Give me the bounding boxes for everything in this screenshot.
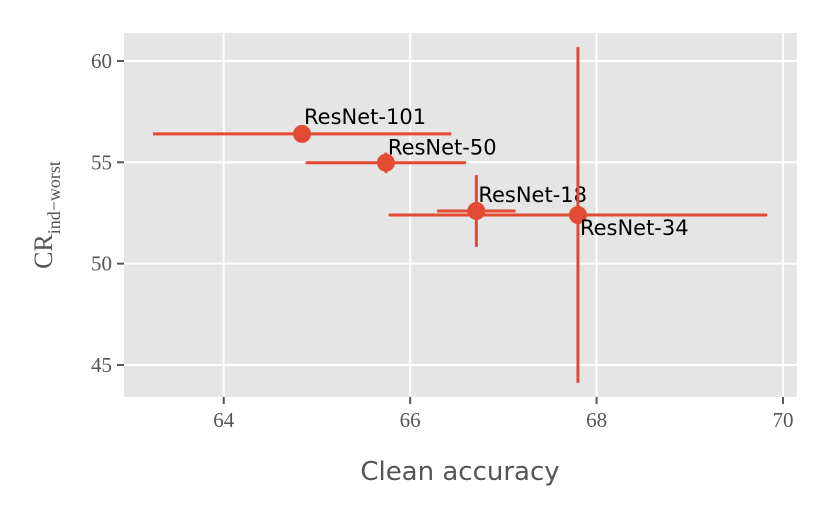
- y-tick-label: 50: [91, 252, 112, 276]
- y-label-main: CR: [29, 234, 58, 269]
- point-label: ResNet-50: [388, 136, 497, 160]
- x-tick-label: 64: [213, 408, 235, 432]
- y-tick-label: 45: [91, 353, 112, 377]
- y-tick-label: 55: [91, 150, 112, 174]
- point: [568, 206, 587, 224]
- x-tick-label: 66: [400, 408, 421, 432]
- y-tick-label: 60: [91, 49, 112, 73]
- point: [376, 153, 395, 172]
- x-axis-label: Clean accuracy: [360, 457, 559, 487]
- x-tick-label: 70: [773, 408, 794, 432]
- point-label: ResNet-18: [478, 183, 587, 207]
- point-label: ResNet-101: [304, 105, 426, 129]
- point: [293, 124, 312, 143]
- point-label: ResNet-34: [580, 216, 689, 240]
- y-label-sub: ind−worst: [44, 161, 64, 234]
- y-axis-label: CRind−worst: [29, 161, 64, 269]
- x-tick-label: 68: [586, 408, 607, 432]
